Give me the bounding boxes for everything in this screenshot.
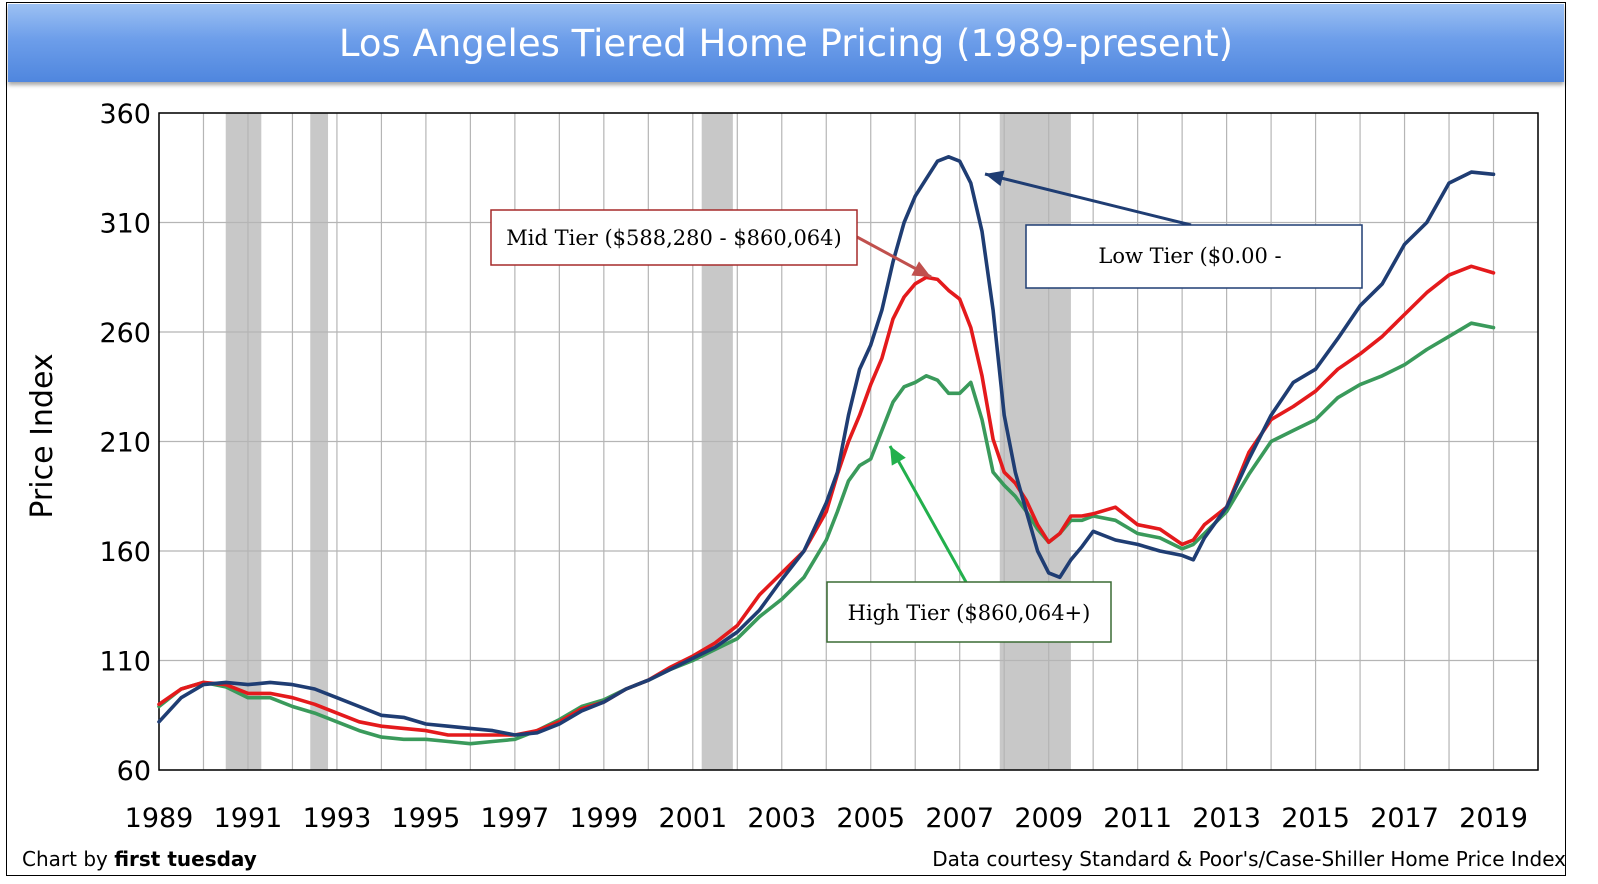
y-tick-label: 160	[99, 537, 151, 568]
grid-lines	[158, 112, 1539, 771]
x-tick-label: 2015	[1281, 803, 1350, 834]
x-tick-label: 2019	[1459, 803, 1528, 834]
series-lines	[157, 155, 1496, 746]
y-axis-ticks: 60 110 160 210 260 310 360	[99, 99, 151, 787]
y-tick-label: 60	[117, 756, 151, 787]
x-tick-label: 1993	[303, 803, 372, 834]
chart-title: Los Angeles Tiered Home Pricing (1989-pr…	[338, 21, 1234, 65]
x-tick-label: 1991	[214, 803, 283, 834]
series-line-low-tier	[157, 155, 1496, 737]
y-axis-label: Price Index	[25, 353, 60, 518]
footer-credit: Chart by first tuesday	[22, 847, 257, 871]
callout-low-tier-box	[1025, 224, 1363, 289]
title-bar: Los Angeles Tiered Home Pricing (1989-pr…	[8, 4, 1564, 82]
callout-low-tier: Low Tier ($0.00 -	[1025, 224, 1363, 289]
x-axis-ticks: 1989 1991 1993 1995 1997 1999 2001 2003 2005 2007…	[125, 803, 1528, 834]
y-tick-label: 360	[99, 99, 151, 130]
callout-high-tier: High Tier ($860,064+)	[826, 581, 1112, 643]
footer-source: Data courtesy Standard & Poor's/Case-Shi…	[932, 847, 1566, 871]
footer-credit-prefix: Chart by	[22, 847, 114, 871]
arrow-high-tier-head	[890, 446, 906, 466]
x-tick-label: 2017	[1370, 803, 1439, 834]
callout-boxes: Mid Tier ($588,280 - $860,064) Low Tier …	[490, 209, 1363, 643]
x-tick-label: 2003	[747, 803, 816, 834]
x-tick-label: 2013	[1192, 803, 1261, 834]
callout-arrows	[856, 170, 1192, 583]
callout-low-tier-label: Low Tier ($0.00 -	[1098, 244, 1281, 268]
x-tick-label: 2005	[836, 803, 905, 834]
callout-mid-tier-box	[490, 209, 858, 266]
y-tick-label: 260	[99, 318, 151, 349]
x-tick-label: 2011	[1103, 803, 1172, 834]
x-tick-label: 2007	[925, 803, 994, 834]
x-tick-label: 2001	[658, 803, 727, 834]
y-tick-label: 210	[99, 428, 151, 459]
chart-frame	[6, 2, 1566, 876]
arrow-high-tier-shaft	[888, 445, 968, 583]
callout-high-tier-box	[826, 581, 1112, 643]
x-tick-label: 1995	[392, 803, 461, 834]
plot-area-border	[158, 112, 1539, 771]
x-tick-label: 2009	[1014, 803, 1083, 834]
arrow-low-tier-shaft	[984, 172, 1192, 227]
x-tick-label: 1997	[481, 803, 550, 834]
arrow-low-tier-head	[985, 170, 1005, 187]
x-tick-label: 1989	[125, 803, 194, 834]
arrow-mid-tier-head	[911, 261, 931, 277]
callout-mid-tier: Mid Tier ($588,280 - $860,064)	[490, 209, 858, 266]
callout-high-tier-label: High Tier ($860,064+)	[848, 601, 1091, 625]
y-tick-label: 310	[99, 209, 151, 240]
callout-mid-tier-label: Mid Tier ($588,280 - $860,064)	[506, 226, 841, 250]
x-tick-label: 1999	[569, 803, 638, 834]
y-tick-label: 110	[99, 647, 151, 678]
footer-credit-brand: first tuesday	[114, 847, 257, 871]
